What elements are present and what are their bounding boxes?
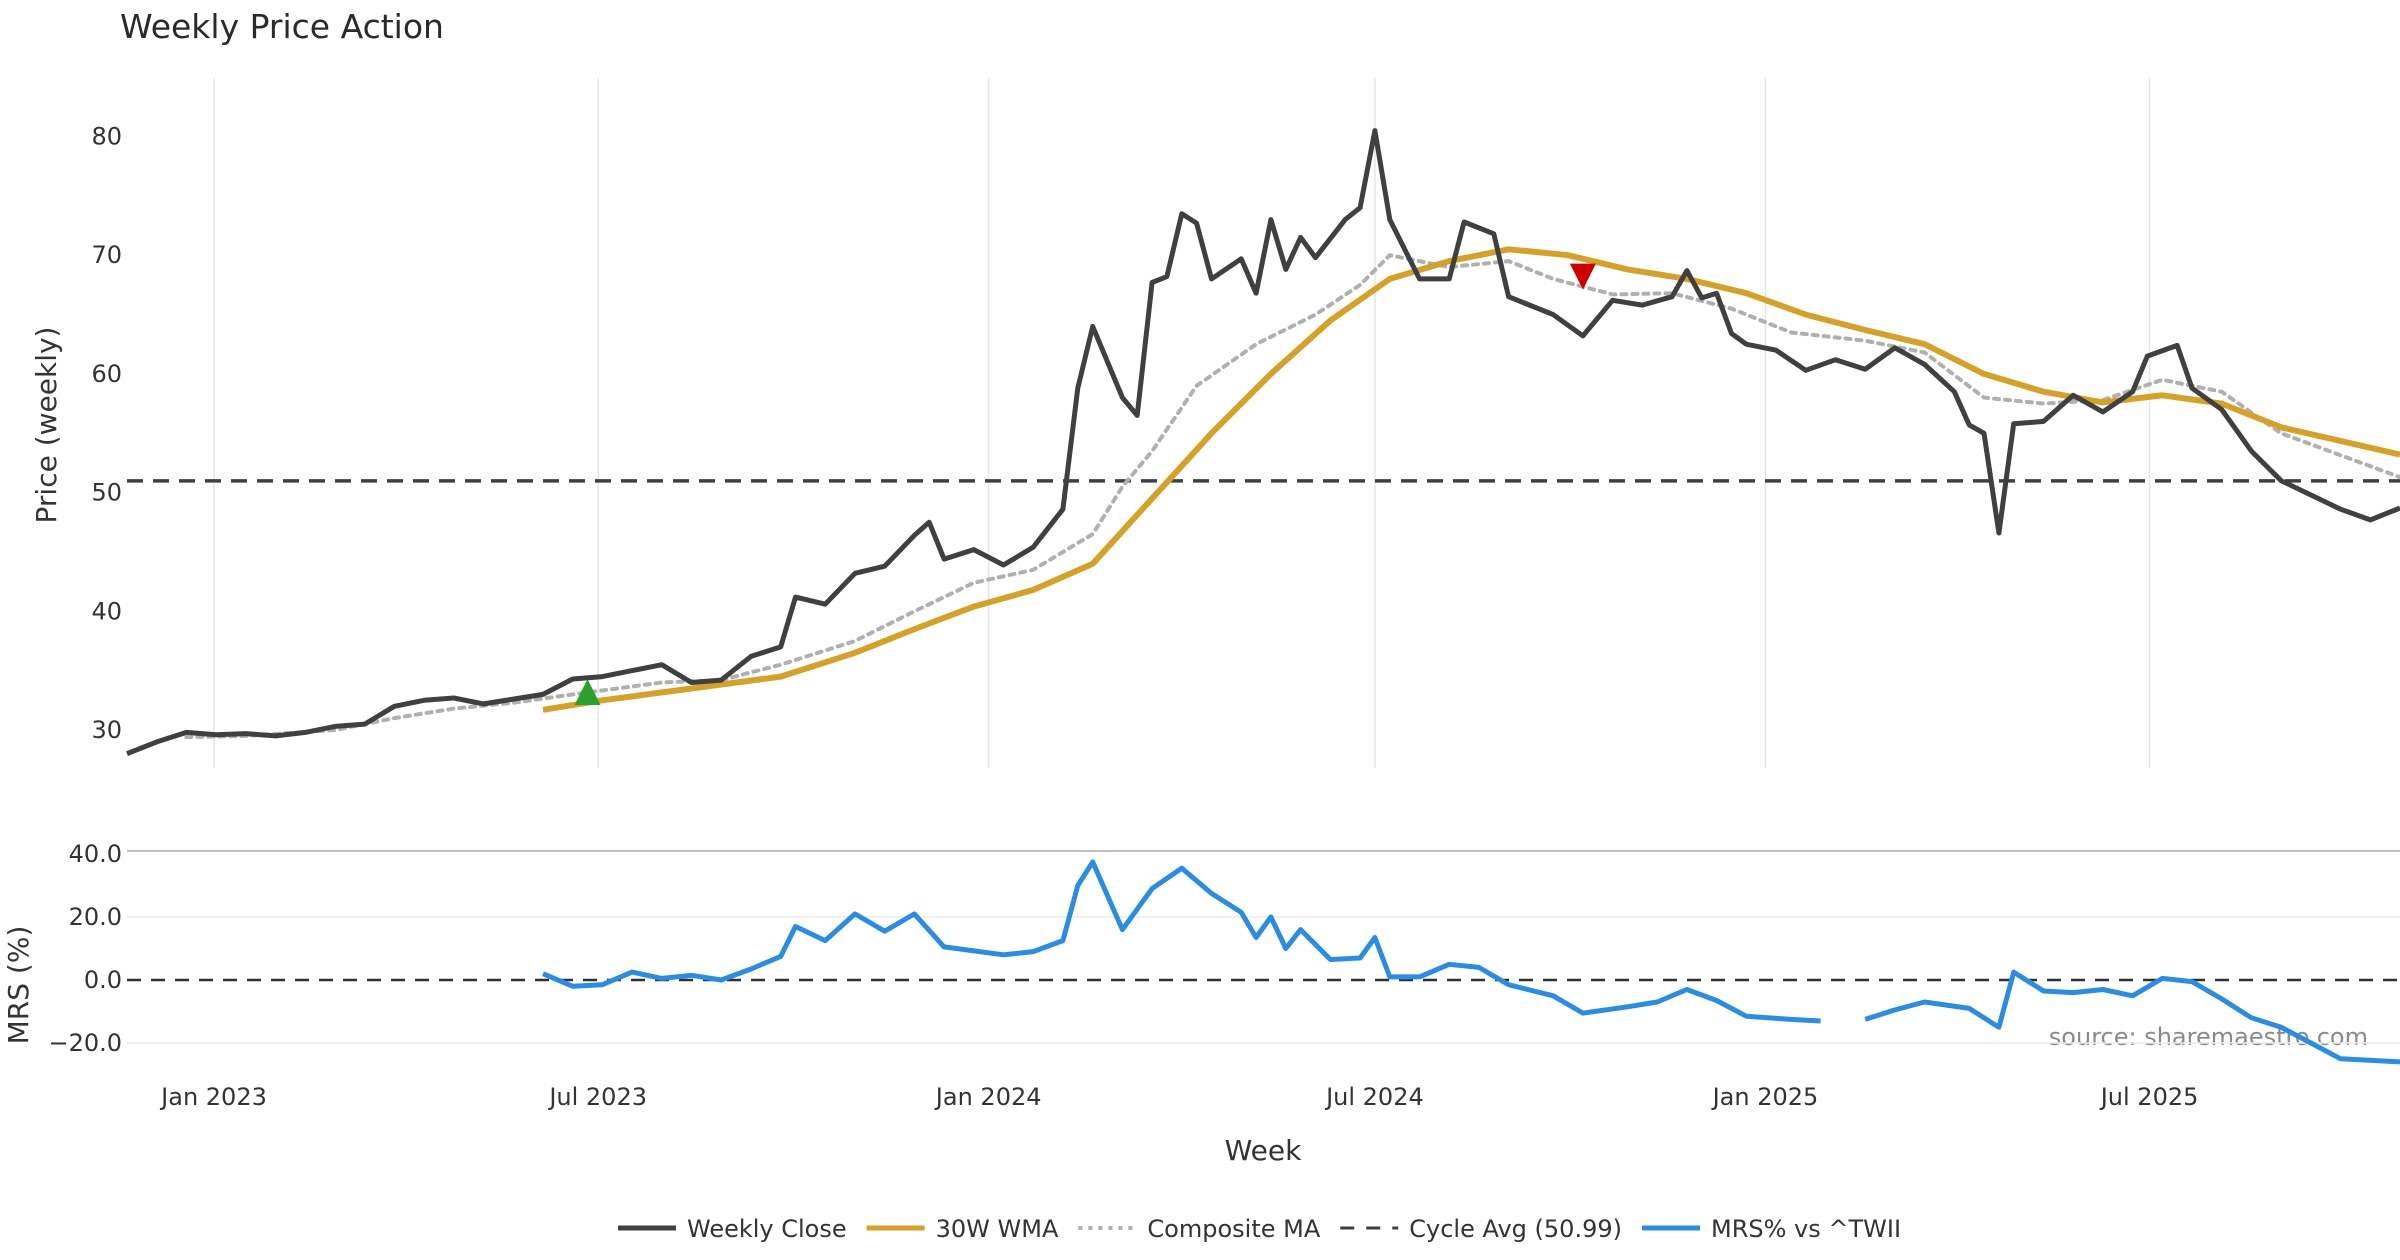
legend-item: MRS% vs ^TWII bbox=[1642, 1215, 1901, 1243]
mrs-y-tick-label: 40.0 bbox=[69, 840, 122, 868]
x-tick-label: Jan 2024 bbox=[934, 1083, 1042, 1111]
legend-item: Cycle Avg (50.99) bbox=[1340, 1215, 1622, 1243]
legend-label: Cycle Avg (50.99) bbox=[1409, 1215, 1622, 1243]
legend-label: MRS% vs ^TWII bbox=[1711, 1215, 1901, 1243]
x-tick-label: Jul 2023 bbox=[547, 1083, 647, 1111]
legend-label: 30W WMA bbox=[936, 1215, 1059, 1243]
legend-item: Weekly Close bbox=[618, 1215, 847, 1243]
legend-label: Weekly Close bbox=[687, 1215, 847, 1243]
price-y-tick-label: 40 bbox=[91, 597, 122, 625]
price-y-tick-label: 50 bbox=[91, 479, 122, 507]
price-axis-title: Price (weekly) bbox=[30, 327, 63, 524]
mrs-line bbox=[543, 862, 1821, 1021]
mrs-panel: 40.0 20.0 0.0 −20.0 bbox=[48, 840, 2400, 1062]
legend-item: Composite MA bbox=[1078, 1215, 1320, 1243]
x-tick-label: Jan 2025 bbox=[1711, 1083, 1819, 1111]
wma-30w-line bbox=[543, 249, 2400, 710]
price-y-tick-label: 30 bbox=[91, 716, 122, 744]
legend-item: 30W WMA bbox=[867, 1215, 1059, 1243]
mrs-axis-title: MRS (%) bbox=[2, 926, 35, 1045]
x-axis-title: Week bbox=[1225, 1134, 1302, 1167]
legend-label: Composite MA bbox=[1147, 1215, 1320, 1243]
x-tick-label: Jul 2025 bbox=[2099, 1083, 2199, 1111]
grid-layer bbox=[214, 78, 2150, 768]
mrs-y-tick-label: 0.0 bbox=[84, 966, 122, 994]
mrs-y-tick-label: −20.0 bbox=[48, 1029, 122, 1057]
mrs-y-tick-label: 20.0 bbox=[69, 903, 122, 931]
legend: Weekly Close 30W WMA Composite MA Cycle Avg… bbox=[618, 1215, 1901, 1243]
x-tick-label: Jul 2024 bbox=[1324, 1083, 1424, 1111]
composite-ma-line bbox=[186, 255, 2400, 737]
x-tick-label: Jan 2023 bbox=[159, 1083, 267, 1111]
price-panel: 30 40 50 60 70 80 bbox=[91, 123, 2400, 754]
price-y-tick-label: 80 bbox=[91, 123, 122, 151]
price-y-tick-label: 60 bbox=[91, 360, 122, 388]
price-y-tick-label: 70 bbox=[91, 241, 122, 269]
weekly-close-line bbox=[127, 131, 2400, 754]
chart-title: Weekly Price Action bbox=[120, 7, 444, 46]
x-axis-ticks: Jan 2023 Jul 2023 Jan 2024 Jul 2024 Jan 2025… bbox=[159, 1083, 2198, 1111]
